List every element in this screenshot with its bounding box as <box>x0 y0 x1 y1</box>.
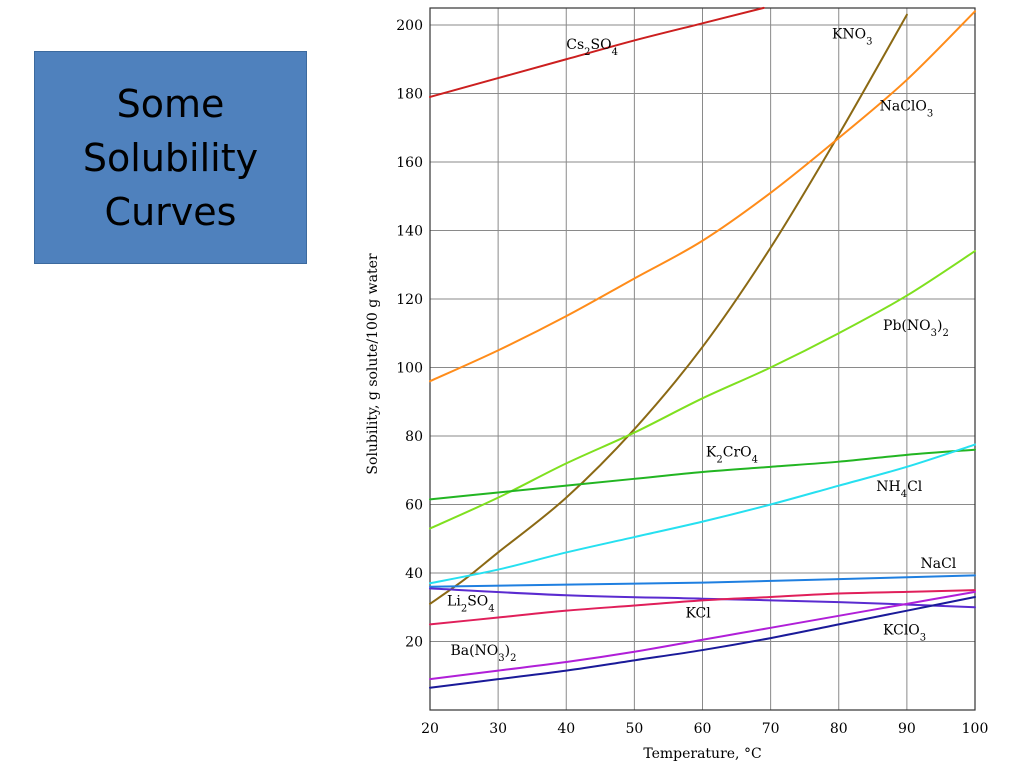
series-label-kno3: KNO3 <box>832 27 873 48</box>
series-line-k2cro4 <box>429 448 976 501</box>
series-label-naclo3: NaClO3 <box>880 99 934 120</box>
x-tick-label-50: 50 <box>625 721 643 737</box>
series-label-kclo3: KClO3 <box>883 623 926 644</box>
x-tick-label-60: 60 <box>694 721 712 737</box>
y-axis-label: Solubility, g solute/100 g water <box>365 253 381 474</box>
x-tick-label-80: 80 <box>830 721 848 737</box>
series-label-k2cro4: K2CrO4 <box>706 445 758 466</box>
plot-frame <box>429 7 976 711</box>
slide-title-line-1: Some <box>116 81 225 126</box>
series-line-kclo3 <box>429 595 976 689</box>
x-tick-label-40: 40 <box>557 721 575 737</box>
series-line-kno3 <box>429 13 908 605</box>
chart-series-labels: Cs2SO4 KNO3 NaClO3 Pb(NO3)2 K2CrO4 NH4Cl NaCl L… <box>447 27 957 664</box>
chart-series <box>429 6 976 689</box>
series-line-li2so4 <box>429 587 976 609</box>
y-tick-label-200: 200 <box>396 18 423 34</box>
y-tick-label-80: 80 <box>405 429 423 445</box>
y-tick-label-160: 160 <box>396 155 423 171</box>
series-line-nh4cl <box>429 443 976 585</box>
y-tick-label-40: 40 <box>405 566 423 582</box>
series-label-kcl: KCl <box>685 606 711 622</box>
chart-axes: 20 30 40 50 60 70 80 90 100 20 40 60 80 100 120 140 160 1… <box>396 7 989 737</box>
y-tick-label-120: 120 <box>396 292 423 308</box>
series-line-cs2so4 <box>429 6 765 98</box>
y-tick-label-100: 100 <box>396 361 423 377</box>
series-label-ba-no3-2: Ba(NO3)2 <box>450 643 516 664</box>
series-line-pb-no3-2 <box>429 250 976 530</box>
series-line-naclo3 <box>429 10 976 383</box>
series-line-nacl <box>429 574 976 588</box>
x-axis-label: Temperature, °C <box>643 746 761 762</box>
slide-title-line-3: Curves <box>104 189 237 234</box>
series-label-nh4cl: NH4Cl <box>876 479 923 500</box>
series-line-kcl <box>429 589 976 626</box>
y-tick-label-60: 60 <box>405 498 423 514</box>
slide-title-box: Some Solubility Curves <box>34 51 307 264</box>
x-tick-label-100: 100 <box>962 721 989 737</box>
slide-title-line-2: Solubility <box>82 135 259 180</box>
x-tick-label-70: 70 <box>762 721 780 737</box>
slide-title: Some Solubility Curves <box>83 77 258 239</box>
series-label-li2so4: Li2SO4 <box>447 594 495 615</box>
x-tick-label-30: 30 <box>489 721 507 737</box>
y-tick-label-180: 180 <box>396 87 423 103</box>
series-label-pb-no3-2: Pb(NO3)2 <box>883 318 949 339</box>
x-tick-label-20: 20 <box>421 721 439 737</box>
series-label-nacl: NaCl <box>921 556 957 572</box>
series-label-cs2so4: Cs2SO4 <box>566 37 618 58</box>
y-tick-label-20: 20 <box>405 635 423 651</box>
y-tick-label-140: 140 <box>396 224 423 240</box>
series-line-ba-no3-2 <box>429 590 976 681</box>
x-tick-label-90: 90 <box>898 721 916 737</box>
